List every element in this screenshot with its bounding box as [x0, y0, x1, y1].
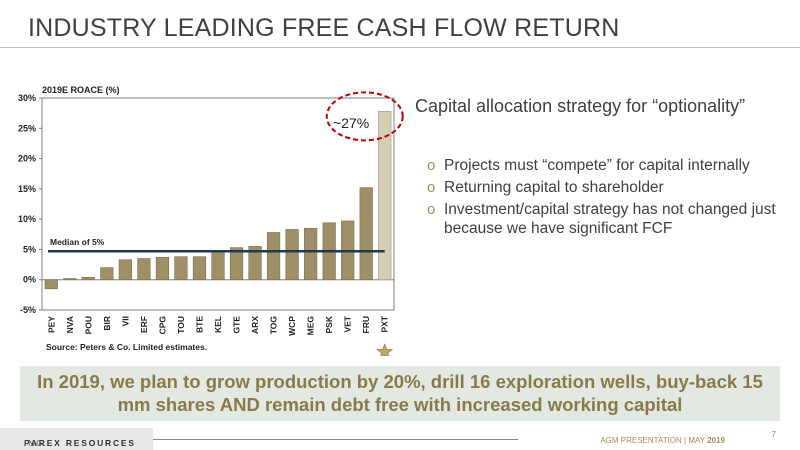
- chart-bar: [359, 187, 373, 281]
- footer-year: 2019: [707, 436, 725, 445]
- plan-banner: In 2019, we plan to grow production by 2…: [20, 366, 780, 421]
- strategy-bullet: o Projects must “compete” for capital int…: [427, 156, 797, 175]
- strategy-bullets: o Projects must “compete” for capital int…: [427, 156, 797, 241]
- y-tick-label: -5%: [20, 305, 36, 315]
- x-tick-label: POU: [83, 316, 93, 334]
- chart-bar: [44, 279, 58, 290]
- star-icon: [376, 343, 394, 356]
- x-tick-label: TOG: [269, 316, 279, 335]
- strategy-bullet: o Returning capital to shareholder: [427, 178, 797, 197]
- x-tick-label: PXT: [380, 315, 390, 332]
- x-tick-label: CPG: [157, 316, 167, 335]
- x-tick-label: VII: [120, 316, 130, 326]
- y-tick-label: 0%: [23, 275, 36, 285]
- circle-bullet-icon: o: [427, 157, 436, 174]
- x-tick-label: FRU: [361, 316, 371, 333]
- y-tick-label: 5%: [23, 244, 36, 254]
- strategy-panel: Capital allocation strategy for “optiona…: [415, 96, 795, 237]
- x-tick-label: GTE: [232, 316, 242, 334]
- y-tick-label: 25%: [18, 123, 36, 133]
- x-tick-label: BTE: [194, 316, 204, 333]
- x-tick-label: TOU: [176, 316, 186, 334]
- highlight-bar: [378, 111, 392, 281]
- page-number: 7: [771, 430, 776, 439]
- chart-bar: [137, 258, 151, 281]
- highlight-callout-label: ~27%: [333, 115, 370, 131]
- roace-chart-svg: 2019E ROACE (%) -5% 0% 5% 10% 15% 20% 25% 30% PEY…: [18, 85, 404, 356]
- footer-month: MAY: [688, 436, 705, 445]
- x-tick-label: ERF: [139, 316, 149, 333]
- chart-bar: [266, 232, 281, 281]
- chart-bar: [192, 256, 207, 281]
- highlight-callout-ellipse: [325, 91, 404, 142]
- footer-divider: [153, 439, 518, 440]
- brand-text: PAREX RESOURCES: [24, 438, 136, 448]
- roace-chart: 2019E ROACE (%) -5% 0% 5% 10% 15% 20% 25% 30% PEY…: [6, 78, 404, 356]
- footer-label: AGM PRESENTATION: [600, 436, 682, 445]
- strategy-bullet: o Investment/capital strategy has not cha…: [427, 200, 797, 238]
- source-note: Source: Peters & Co. Limited estimates.: [46, 342, 207, 352]
- chart-bar: [174, 256, 188, 281]
- bullet-text: Returning capital to shareholder: [444, 179, 664, 196]
- y-tick-label: 10%: [18, 214, 36, 224]
- x-tick-label: VET: [343, 315, 353, 332]
- x-tick-label: NVA: [65, 316, 75, 333]
- y-tick-label: 30%: [18, 93, 36, 103]
- bullet-text: Investment/capital strategy has not chan…: [444, 201, 776, 237]
- chart-bar: [211, 251, 225, 281]
- chart-bar: [229, 247, 244, 281]
- x-tick-label: WCP: [287, 316, 297, 336]
- strategy-heading: Capital allocation strategy for “optiona…: [415, 96, 746, 116]
- x-tick-label: BIR: [102, 316, 112, 331]
- x-tick-label: PSK: [324, 315, 334, 333]
- x-tick-label: ARX: [250, 316, 260, 334]
- bullet-text: Projects must “compete” for capital inte…: [444, 157, 750, 174]
- plan-banner-text: In 2019, we plan to grow production by 2…: [37, 371, 763, 415]
- chart-bar: [248, 246, 262, 281]
- chart-bar: [285, 229, 299, 281]
- chart-bar: [304, 227, 318, 281]
- chart-bar: [100, 267, 114, 281]
- chart-bar: [63, 278, 77, 281]
- footer-meta: AGM PRESENTATION | MAY 2019: [600, 436, 725, 445]
- x-tick-label: MEG: [306, 316, 316, 336]
- brand-suffix: INC.: [24, 438, 49, 448]
- footer-separator: |: [684, 436, 687, 445]
- chart-bar: [81, 276, 95, 281]
- median-label: Median of 5%: [50, 237, 105, 247]
- x-tick-label: PEY: [46, 316, 56, 333]
- chart-title: 2019E ROACE (%): [42, 85, 120, 95]
- circle-bullet-icon: o: [427, 201, 436, 218]
- title-divider: [0, 47, 800, 48]
- slide-title: INDUSTRY LEADING FREE CASH FLOW RETURN: [28, 14, 620, 42]
- chart-bar: [118, 259, 132, 281]
- brand-block: PAREX RESOURCES INC.: [0, 428, 153, 450]
- x-tick-label: KEL: [213, 316, 223, 333]
- y-tick-label: 15%: [18, 184, 36, 194]
- y-tick-label: 20%: [18, 154, 36, 164]
- chart-bar: [155, 257, 170, 281]
- circle-bullet-icon: o: [427, 179, 436, 196]
